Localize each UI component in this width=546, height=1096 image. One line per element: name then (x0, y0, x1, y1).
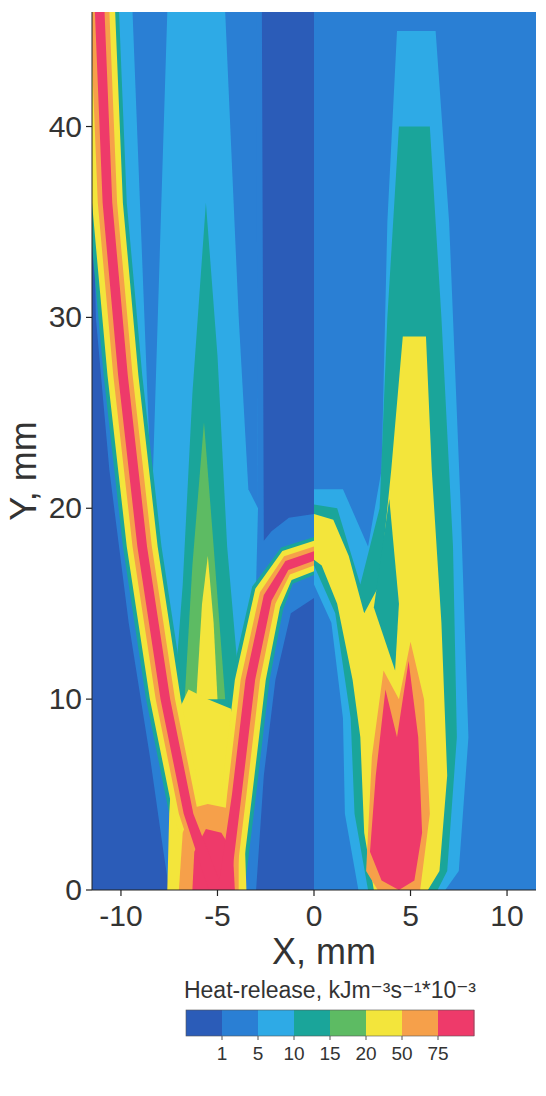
contour-region (314, 127, 457, 890)
contour-region (314, 12, 536, 890)
x-tick-label: 5 (402, 899, 419, 932)
contour-region (92, 12, 314, 890)
x-tick (217, 890, 218, 896)
x-tick-label: -10 (99, 899, 142, 932)
y-tick-label: 20 (49, 491, 82, 524)
contour-region (92, 12, 314, 890)
colorbar-swatch (330, 1010, 367, 1036)
y-axis-line (92, 12, 93, 890)
contour-regions (92, 12, 536, 890)
x-tick-label: 0 (306, 899, 323, 932)
y-tick (86, 889, 92, 890)
colorbar-tick-label: 75 (427, 1043, 448, 1064)
contour-region (171, 203, 244, 737)
x-tick (313, 890, 314, 896)
contour-region (366, 642, 430, 890)
colorbar-tick-label: 50 (391, 1043, 412, 1064)
colorbar-swatch (222, 1010, 259, 1036)
contour-region (374, 499, 399, 671)
x-tick (410, 890, 411, 896)
contour-region (92, 12, 314, 890)
colorbar-swatch (258, 1010, 295, 1036)
x-tick (506, 890, 507, 896)
y-tick-label: 30 (49, 300, 82, 333)
colorbar-tick (258, 1036, 259, 1040)
x-axis-title: X, mm (272, 931, 376, 972)
y-axis-title: Y, mm (3, 421, 44, 520)
colorbar-swatch (438, 1010, 475, 1036)
y-tick (86, 699, 92, 700)
colorbar-tick-label: 20 (355, 1043, 376, 1064)
x-tick (120, 890, 121, 896)
colorbar-tick (294, 1036, 295, 1040)
colorbar-tick-label: 1 (217, 1043, 228, 1064)
contour-region (185, 422, 226, 699)
contour-region (314, 336, 447, 890)
y-tick-label: 40 (49, 110, 82, 143)
colorbar-title: Heat-release, kJm⁻³s⁻¹*10⁻³ (184, 977, 476, 1003)
y-tick-label: 10 (49, 682, 82, 715)
contour-region (225, 12, 258, 508)
contour-region (314, 31, 468, 890)
colorbar-swatch (186, 1010, 223, 1036)
y-tick-label: 0 (65, 873, 82, 906)
y-tick (86, 317, 92, 318)
colorbar-tick (438, 1036, 439, 1040)
colorbar-frame (186, 1010, 474, 1036)
colorbar-tick-label: 5 (253, 1043, 264, 1064)
colorbar-tick-label: 10 (283, 1043, 304, 1064)
contour-region (370, 661, 422, 890)
colorbar-tick (366, 1036, 367, 1040)
contour-region (196, 556, 217, 699)
chart-canvas: 0 10 20 30 40 -10 -5 0 5 10 X, mm Y, mm Heat-release… (0, 0, 546, 1096)
x-tick-label: 10 (490, 899, 523, 932)
colorbar-tick (402, 1036, 403, 1040)
x-tick-label: -5 (204, 899, 231, 932)
colorbar-tick-label: 15 (319, 1043, 340, 1064)
colorbar-swatch (402, 1010, 439, 1036)
contour-region (95, 12, 314, 890)
colorbar-swatch (366, 1010, 403, 1036)
colorbar-swatch (294, 1010, 331, 1036)
y-tick (86, 126, 92, 127)
colorbar-tick (330, 1036, 331, 1040)
colorbar-tick (222, 1036, 223, 1040)
y-tick (86, 508, 92, 509)
